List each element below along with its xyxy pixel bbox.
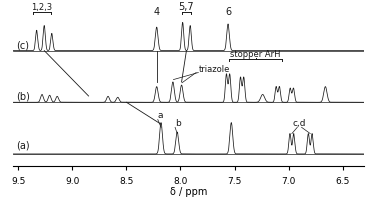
- Text: (b): (b): [16, 91, 30, 101]
- Text: triazole: triazole: [198, 64, 230, 73]
- Text: 6: 6: [225, 7, 231, 17]
- X-axis label: δ / ppm: δ / ppm: [170, 186, 207, 196]
- Text: 4: 4: [153, 7, 160, 17]
- Text: c,d: c,d: [293, 118, 306, 127]
- Text: 1,2,3: 1,2,3: [32, 3, 53, 12]
- Text: b: b: [175, 119, 181, 128]
- Text: (a): (a): [16, 140, 30, 149]
- Text: (c): (c): [16, 40, 29, 50]
- Text: 5,7: 5,7: [178, 2, 194, 12]
- Text: stopper ArH: stopper ArH: [230, 49, 281, 58]
- Text: a: a: [158, 111, 163, 120]
